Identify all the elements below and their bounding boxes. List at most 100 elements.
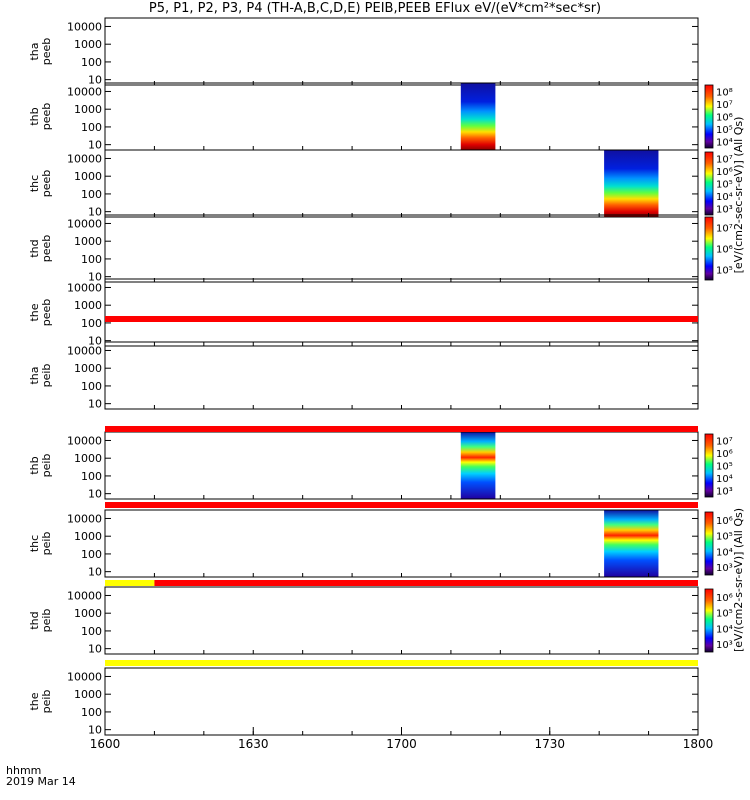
colorbar-tick-cb-thd-peib-1: 10⁴	[716, 624, 733, 635]
ytick-label-thd-peib-10000: 10000	[67, 589, 102, 602]
panel-label-thc-peib: thcpeib	[28, 532, 53, 556]
panel-label-line2-thb-peib: peib	[40, 454, 53, 478]
ytick-label-thb-peib-100: 100	[81, 470, 102, 483]
colorbar-tick-cb-thb-peeb-0: 10⁴	[716, 138, 733, 149]
ytick-label-thc-peib-100: 100	[81, 548, 102, 561]
panel-label-line1-thb-peeb: thb	[28, 107, 41, 125]
ytick-label-thb-peeb-10000: 10000	[67, 85, 102, 98]
ytick-label-tha-peeb-1000: 1000	[74, 38, 102, 51]
colorbar-cb-thb-peib	[704, 433, 714, 498]
ytick-label-thd-peeb-1000: 1000	[74, 235, 102, 248]
status-bar-thd-peib-0	[105, 660, 698, 666]
xtick-label-1730: 1730	[534, 737, 565, 751]
panel-label-line2-tha-peib: peib	[40, 364, 53, 388]
date-label: 2019 Mar 14	[6, 775, 76, 788]
colorbar-tick-cb-thb-peib-1: 10⁴	[716, 474, 733, 485]
colorbar-tick-cb-thd-peeb-1: 10⁶	[716, 245, 733, 256]
ytick-label-thb-peib-10: 10	[88, 488, 102, 501]
colorbar-tick-cb-thb-peib-3: 10⁶	[716, 449, 733, 460]
ytick-label-thb-peib-1000: 1000	[74, 452, 102, 465]
panel-label-thb-peeb: thbpeeb	[28, 103, 53, 131]
status-bar-the-peeb-0	[105, 316, 698, 322]
panel-label-line2-thd-peib: peib	[40, 609, 53, 633]
colorbar-tick-cb-thd-peeb-2: 10⁷	[716, 224, 733, 235]
colorbar-cb-thb-peeb	[704, 84, 714, 149]
panel-label-line2-thb-peeb: peeb	[40, 103, 53, 131]
colorbar-tick-cb-thb-peeb-2: 10⁶	[716, 113, 733, 124]
panel-label-thb-peib: thbpeib	[28, 454, 53, 478]
panel-label-line1-thc-peib: thc	[28, 535, 41, 552]
ytick-label-tha-peib-10: 10	[88, 398, 102, 411]
ytick-label-thc-peeb-10000: 10000	[67, 152, 102, 165]
colorbar-tick-cb-thc-peib-2: 10⁵	[716, 532, 733, 543]
colorbar-tick-cb-thc-peeb-2: 10⁵	[716, 180, 733, 191]
ytick-label-the-peeb-10: 10	[88, 335, 102, 348]
ytick-label-tha-peeb-10: 10	[88, 74, 102, 87]
status-bar-thb-peib-0	[105, 502, 698, 508]
colorbar-tick-cb-thb-peeb-1: 10⁵	[716, 125, 733, 136]
ytick-label-the-peib-1000: 1000	[74, 688, 102, 701]
spectrogram-block-thb-peeb-0	[460, 83, 496, 150]
colorbar-cb-thc-peib	[704, 511, 714, 576]
ytick-label-thd-peib-100: 100	[81, 625, 102, 638]
panel-label-thc-peeb: thcpeeb	[28, 170, 53, 198]
ytick-label-thd-peeb-100: 100	[81, 253, 102, 266]
ytick-label-tha-peib-100: 100	[81, 380, 102, 393]
panel-frame-tha-peeb	[104, 17, 699, 86]
colorbar-label-peib: [eV/(cm2-s-sr-eV)] (All Qs)	[732, 508, 745, 652]
ytick-label-tha-peeb-10000: 10000	[67, 20, 102, 33]
panel-label-line1-thc-peeb: thc	[28, 175, 41, 192]
ytick-label-thd-peeb-10000: 10000	[67, 217, 102, 230]
spectrogram-block-thb-peib-0	[460, 432, 496, 499]
panel-label-line2-thc-peeb: peeb	[40, 170, 53, 198]
spectrogram-block-thc-peeb-0	[604, 150, 659, 217]
xtick-label-1600: 1600	[90, 737, 121, 751]
panel-label-line1-the-peeb: the	[28, 303, 41, 321]
panel-label-line2-thc-peib: peib	[40, 532, 53, 556]
panel-frame-the-peeb	[104, 278, 699, 347]
spectrogram-block-thc-peib-0	[604, 510, 659, 577]
ytick-label-the-peeb-1000: 1000	[74, 299, 102, 312]
panel-label-line1-the-peib: the	[28, 692, 41, 710]
time-axis-label: hhmm	[6, 764, 42, 777]
status-bar-tha-peib-0	[105, 426, 698, 432]
ytick-label-thd-peib-10: 10	[88, 643, 102, 656]
panel-frame-thb-peeb	[104, 82, 699, 151]
colorbar-tick-cb-thc-peeb-4: 10⁷	[716, 154, 733, 165]
status-bar-thc-peib-0	[105, 580, 155, 586]
panel-label-line1-thd-peib: thd	[28, 611, 41, 629]
ytick-label-the-peib-10: 10	[88, 724, 102, 737]
ytick-label-the-peeb-100: 100	[81, 317, 102, 330]
ytick-label-tha-peeb-100: 100	[81, 56, 102, 69]
colorbar-tick-cb-thd-peib-0: 10³	[716, 640, 733, 651]
panel-label-tha-peib: thapeib	[28, 364, 53, 388]
ytick-label-thb-peeb-10: 10	[88, 139, 102, 152]
ytick-label-thc-peeb-10: 10	[88, 206, 102, 219]
ytick-label-tha-peib-10000: 10000	[67, 344, 102, 357]
panel-frame-thb-peib	[104, 431, 699, 500]
colorbar-tick-cb-thb-peeb-4: 10⁸	[716, 87, 733, 98]
panel-label-line2-tha-peeb: peeb	[40, 38, 53, 66]
ytick-label-thb-peib-10000: 10000	[67, 434, 102, 447]
colorbar-tick-cb-thb-peeb-3: 10⁷	[716, 100, 733, 111]
panel-label-line1-tha-peeb: tha	[28, 42, 41, 60]
ytick-label-tha-peib-1000: 1000	[74, 362, 102, 375]
panel-frame-tha-peib	[104, 341, 699, 410]
colorbar-tick-cb-thc-peib-3: 10⁶	[716, 516, 733, 527]
panel-label-line1-thd-peeb: thd	[28, 239, 41, 257]
colorbar-tick-cb-thb-peib-4: 10⁷	[716, 436, 733, 447]
xtick-label-1800: 1800	[683, 737, 714, 751]
xtick-label-1700: 1700	[386, 737, 417, 751]
colorbar-tick-cb-thc-peib-1: 10⁴	[716, 547, 733, 558]
ytick-label-the-peib-10000: 10000	[67, 670, 102, 683]
xtick-label-1630: 1630	[238, 737, 269, 751]
ytick-label-the-peib-100: 100	[81, 706, 102, 719]
ytick-label-thc-peeb-1000: 1000	[74, 170, 102, 183]
status-bar-thc-peib-1	[154, 580, 698, 586]
panel-label-the-peib: thepeib	[28, 690, 53, 714]
colorbar-tick-cb-thb-peib-2: 10⁵	[716, 462, 733, 473]
colorbar-tick-cb-thc-peeb-0: 10³	[716, 205, 733, 216]
panel-label-thd-peeb: thdpeeb	[28, 235, 53, 263]
ytick-label-thb-peeb-1000: 1000	[74, 103, 102, 116]
